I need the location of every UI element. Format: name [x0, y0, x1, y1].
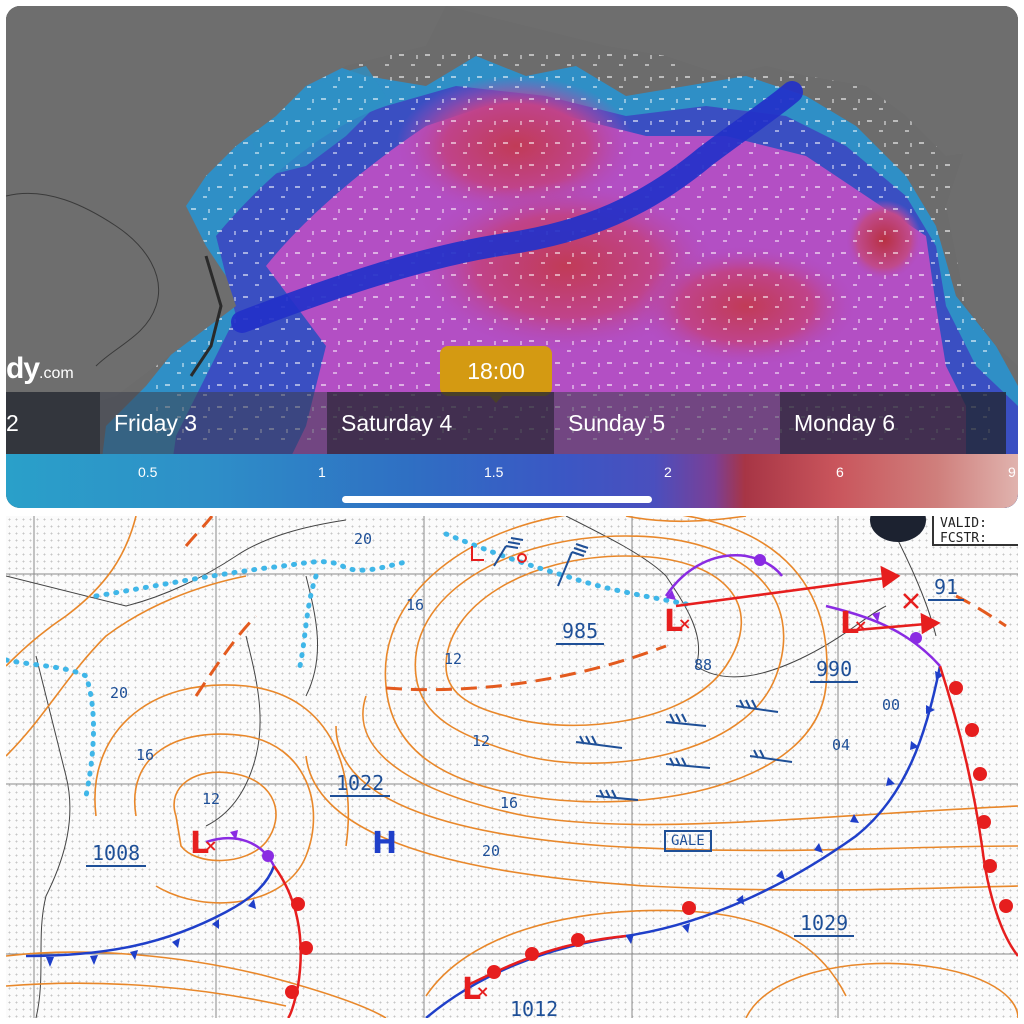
wind-barb-overlay: [156, 46, 996, 446]
isobar-label: 12: [472, 732, 491, 750]
ice-edge: [6, 531, 689, 799]
high-center-marker: H: [372, 826, 398, 861]
wave-forecast-panel: dy.com 18:00 2 Friday 3 Saturday 4 Sunda…: [6, 6, 1018, 508]
day-timeline: 2 Friday 3 Saturday 4 Sunday 5 Monday 6: [6, 392, 1018, 454]
brand-watermark: dy.com: [6, 352, 74, 385]
isobar-label: 04: [832, 736, 851, 754]
lat-lon-grid: [6, 516, 1018, 1018]
selected-time-badge[interactable]: 18:00: [440, 346, 552, 403]
legend-tick: 9: [1008, 464, 1016, 480]
low-center-marker: L ×: [190, 826, 218, 861]
isobar-label: 20: [354, 530, 373, 548]
legend-tick: 0.5: [138, 464, 158, 480]
legend-tick: 6: [836, 464, 844, 480]
warm-front: [272, 665, 1018, 1018]
surface-analysis-map: [6, 516, 1018, 1018]
pressure-label-1012: 1012: [504, 998, 564, 1018]
isobar-label: 20: [110, 684, 129, 702]
asia-coastline: [6, 192, 160, 367]
low-center-marker: L ×: [664, 604, 692, 639]
pressure-label-1022: 1022: [330, 772, 391, 797]
alaska-land: [446, 6, 1018, 156]
low-motion-arrows: [675, 565, 941, 635]
isobar-label: 00: [882, 696, 901, 714]
station-plot: [471, 546, 527, 563]
day-friday-3[interactable]: Friday 3: [100, 392, 327, 454]
isobar-label: 20: [482, 842, 501, 860]
home-indicator[interactable]: [342, 496, 652, 503]
cold-front-triangles: [46, 671, 944, 967]
isobar-label: 16: [136, 746, 155, 764]
isobar-label: 16: [406, 596, 425, 614]
legend-tick: 1: [318, 464, 326, 480]
pressure-label-1029: 1029: [794, 912, 855, 937]
pressure-label-990: 990: [810, 658, 859, 683]
occluded-front: [205, 554, 941, 867]
legend-tick: 2: [664, 464, 672, 480]
asia-land: [6, 6, 446, 408]
pressure-label-91: 91: [928, 576, 965, 601]
isobar-label: 12: [202, 790, 221, 808]
isobar-label: 16: [500, 794, 519, 812]
low-center-marker: L ×: [462, 972, 490, 1007]
fcstr-line: FCSTR:: [940, 531, 987, 546]
wind-barbs: [493, 537, 793, 801]
panel-divider: [0, 508, 1024, 516]
valid-line: VALID:: [940, 516, 987, 531]
day-2[interactable]: 2: [6, 392, 100, 454]
valid-fcstr-box: VALID: FCSTR:: [932, 516, 1018, 546]
isobar-label: 88: [694, 656, 713, 674]
legend-tick: 1.5: [484, 464, 504, 480]
storm-track: [231, 81, 803, 333]
troughs: [184, 516, 1007, 697]
day-monday-6[interactable]: Monday 6: [780, 392, 1006, 454]
cold-front: [25, 665, 942, 1018]
warm-front-semicircles: [285, 681, 1013, 999]
day-sunday-5[interactable]: Sunday 5: [554, 392, 780, 454]
isobar-label: 12: [444, 650, 463, 668]
surface-analysis-panel: VALID: FCSTR: 985 990 1022 1008 1029 101…: [6, 516, 1018, 1018]
day-saturday-4[interactable]: Saturday 4: [327, 392, 554, 454]
japan-islands: [189, 255, 223, 377]
low-center-marker: L ×: [840, 606, 868, 641]
gale-warning-box: GALE: [664, 830, 712, 852]
north-america-land: [946, 136, 1018, 366]
pressure-label-985: 985: [556, 620, 605, 645]
isobars: [6, 516, 1018, 1018]
pressure-label-1008: 1008: [86, 842, 147, 867]
occluded-front-symbols: [230, 554, 922, 862]
